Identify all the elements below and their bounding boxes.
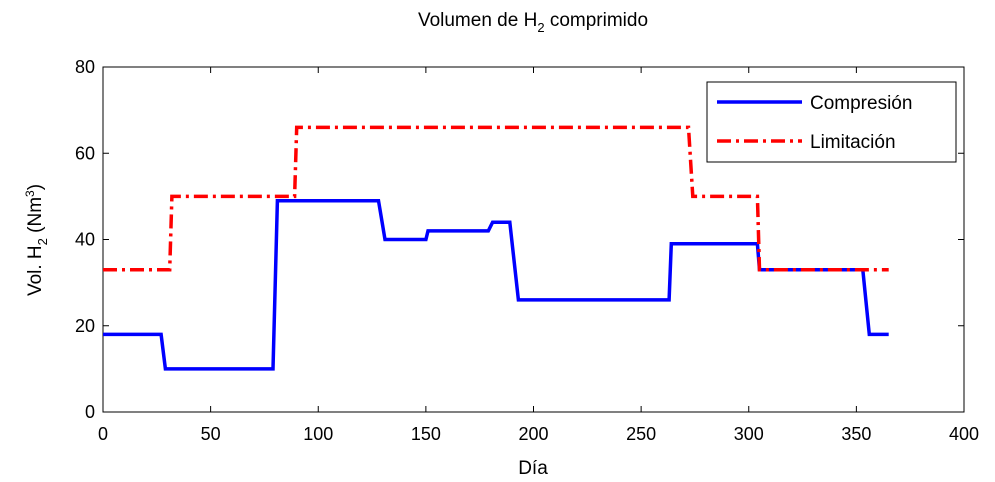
x-tick-label: 150 xyxy=(411,424,441,444)
x-tick-label: 100 xyxy=(303,424,333,444)
legend-label-compresion: Compresión xyxy=(810,93,912,114)
y-tick-label: 80 xyxy=(75,57,95,77)
legend: Compresión Limitación xyxy=(706,81,957,163)
x-tick-label: 250 xyxy=(626,424,656,444)
x-tick-label: 350 xyxy=(841,424,871,444)
y-tick-label: 20 xyxy=(75,316,95,336)
x-tick-label: 0 xyxy=(98,424,108,444)
series-layer xyxy=(103,125,889,371)
x-tick-label: 50 xyxy=(201,424,221,444)
chart-title: Volumen de H2 comprimido xyxy=(418,10,648,35)
legend-box xyxy=(706,81,957,163)
x-axis: 0 50 100 150 200 250 300 350 400 xyxy=(98,67,979,444)
legend-label-limitacion: Limitación xyxy=(810,132,896,153)
series-line-limitacion xyxy=(103,125,889,272)
y-tick-label: 60 xyxy=(75,143,95,163)
y-axis-label: Vol. H2 (Nm3) xyxy=(23,184,50,296)
x-tick-label: 200 xyxy=(518,424,548,444)
y-axis: 0 20 40 60 80 xyxy=(75,57,964,422)
y-tick-label: 40 xyxy=(75,230,95,250)
x-tick-label: 300 xyxy=(734,424,764,444)
x-tick-label: 400 xyxy=(949,424,979,444)
y-tick-label: 0 xyxy=(85,402,95,422)
x-axis-label: Día xyxy=(518,458,548,479)
